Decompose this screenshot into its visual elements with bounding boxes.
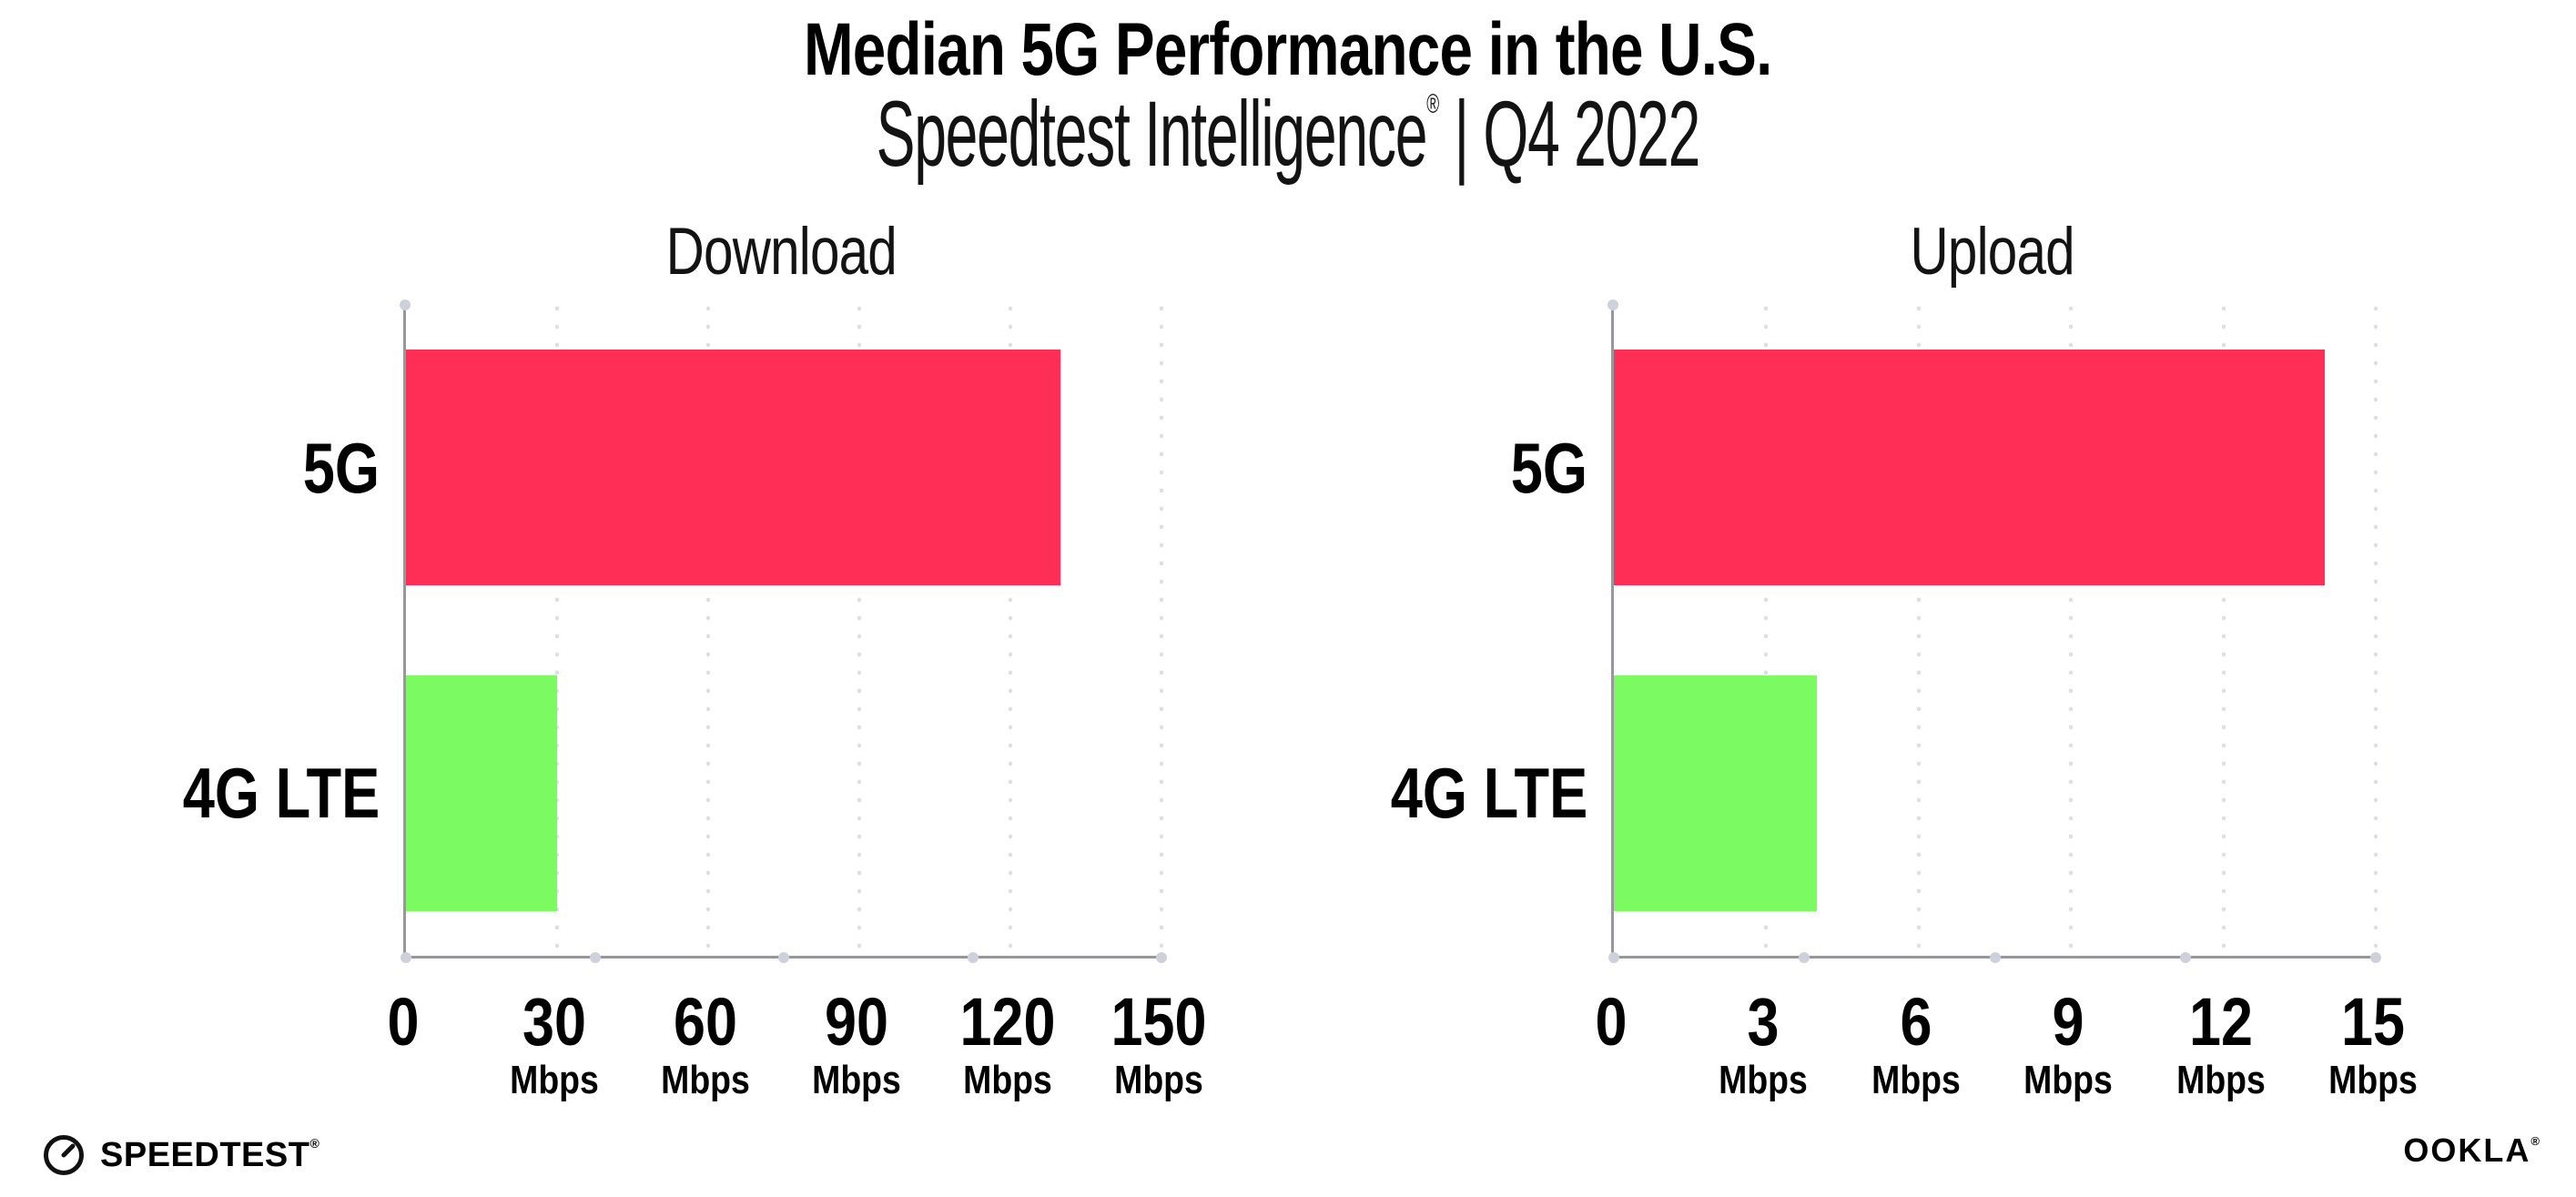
x-tick-label: 6 Mbps	[1863, 989, 1968, 1104]
axis-tick-dot	[589, 951, 601, 963]
x-tick-label: 0	[1592, 989, 1629, 1056]
x-tick-unit: Mbps	[2328, 1058, 2418, 1102]
page-title-text: Median 5G Performance in the U.S.	[804, 8, 1772, 91]
ookla-wordmark: OOKLA	[2403, 1131, 2531, 1169]
speedtest-intelligence-label: Speedtest Intelligence	[876, 82, 1428, 186]
subtitle-period: Q4 2022	[1483, 82, 1701, 186]
chart-title-download: Download	[403, 218, 1159, 285]
x-tick-label: 3 Mbps	[1711, 989, 1816, 1104]
axis-tick-dot	[1156, 951, 1167, 963]
x-tick-value: 30	[522, 984, 586, 1060]
gridline	[1160, 305, 1163, 956]
x-tick-value: 90	[825, 984, 888, 1060]
plot-area	[399, 299, 1167, 963]
gridline	[2069, 305, 2074, 956]
plot-area	[1607, 299, 2381, 963]
x-tick-value: 150	[1111, 984, 1207, 1060]
registered-mark: ®	[309, 1135, 320, 1151]
x-tick-value: 12	[2188, 984, 2253, 1060]
category-label: 5G	[302, 427, 380, 508]
x-tick-value: 0	[387, 984, 420, 1060]
gridline	[1916, 305, 1921, 956]
x-tick-label: 120 Mbps	[951, 989, 1063, 1104]
x-tick-label: 150 Mbps	[1102, 989, 1214, 1104]
x-tick-label: 15 Mbps	[2321, 989, 2426, 1104]
page-title: Median 5G Performance in the U.S.	[0, 8, 2576, 91]
x-tick-unit: Mbps	[1114, 1058, 1203, 1102]
x-tick-unit: Mbps	[2175, 1058, 2266, 1102]
x-tick-unit: Mbps	[812, 1058, 901, 1102]
chart-title-upload: Upload	[1611, 218, 2373, 285]
category-label: 4G LTE	[182, 753, 380, 834]
speedtest-logo: SPEEDTEST®	[42, 1133, 319, 1177]
registered-mark: ®	[1426, 89, 1440, 119]
gauge-icon	[44, 1135, 84, 1175]
x-tick-value: 15	[2341, 984, 2405, 1060]
axis-tick-dot	[401, 951, 411, 963]
chart-title-text: Download	[665, 215, 897, 289]
axis-tick-dot	[1607, 299, 1618, 310]
gridline	[706, 305, 710, 956]
gridline	[1009, 305, 1012, 956]
x-tick-label: 12 Mbps	[2168, 989, 2273, 1104]
x-tick-unit: Mbps	[1719, 1058, 1809, 1102]
x-tick-unit: Mbps	[661, 1058, 750, 1102]
gridline	[555, 305, 559, 956]
x-tick-value: 6	[1900, 984, 1932, 1060]
page-subtitle-text: Speedtest Intelligence® | Q4 2022	[877, 87, 1701, 180]
bar-5g	[406, 350, 1061, 585]
bar-5g	[1614, 350, 2326, 585]
axis-tick-dot	[1989, 951, 2001, 963]
x-tick-label: 90 Mbps	[805, 989, 909, 1104]
x-tick-value: 120	[959, 984, 1056, 1060]
x-tick-unit: Mbps	[1871, 1058, 1961, 1102]
registered-mark: ®	[2530, 1134, 2541, 1148]
x-tick-label: 0	[384, 989, 421, 1056]
chart-title-text: Upload	[1910, 215, 2074, 289]
axis-tick-dot	[1799, 951, 1810, 963]
bar-4g-lte	[1614, 675, 1818, 911]
speedtest-label: SPEEDTEST®	[100, 1136, 319, 1175]
x-tick-value: 3	[1747, 984, 1780, 1060]
x-tick-unit: Mbps	[963, 1058, 1052, 1102]
subtitle-divider: |	[1454, 82, 1470, 186]
gridline	[2221, 305, 2226, 956]
bar-4g-lte	[406, 675, 557, 911]
x-tick-unit: Mbps	[2023, 1058, 2114, 1102]
category-labels: 5G 4G LTE	[3, 305, 380, 956]
x-tick-value: 0	[1595, 984, 1628, 1060]
x-tick-value: 60	[674, 984, 737, 1060]
axis-tick-dot	[2179, 951, 2191, 963]
ookla-label: OOKLA®	[2403, 1131, 2541, 1169]
speedtest-wordmark: SPEEDTEST	[100, 1135, 310, 1174]
x-axis-ticks: 0 30 Mbps 60 Mbps 90 Mbps 120 Mbps 150 Mbps	[388, 989, 1207, 1116]
ookla-logo: OOKLA®	[2403, 1131, 2541, 1170]
axis-tick-dot	[1608, 951, 1619, 963]
category-label: 4G LTE	[1390, 753, 1587, 834]
axis-tick-dot	[399, 299, 411, 310]
x-tick-label: 60 Mbps	[654, 989, 758, 1104]
category-labels: 5G 4G LTE	[1211, 305, 1587, 956]
x-axis-ticks: 0 3 Mbps 6 Mbps 9 Mbps 12 Mbps 15 Mbps	[1596, 989, 2418, 1116]
gridline	[857, 305, 861, 956]
axis-tick-dot	[967, 951, 979, 963]
page-subtitle: Speedtest Intelligence® | Q4 2022	[0, 87, 2576, 180]
category-label: 5G	[1510, 427, 1587, 508]
x-tick-value: 9	[2052, 984, 2084, 1060]
axis-tick-dot	[778, 951, 789, 963]
x-tick-label: 9 Mbps	[2016, 989, 2121, 1104]
x-tick-label: 30 Mbps	[502, 989, 607, 1104]
x-tick-unit: Mbps	[510, 1058, 599, 1102]
axis-tick-dot	[2370, 951, 2381, 963]
gridline	[2374, 305, 2378, 956]
gridline	[1764, 305, 1769, 956]
